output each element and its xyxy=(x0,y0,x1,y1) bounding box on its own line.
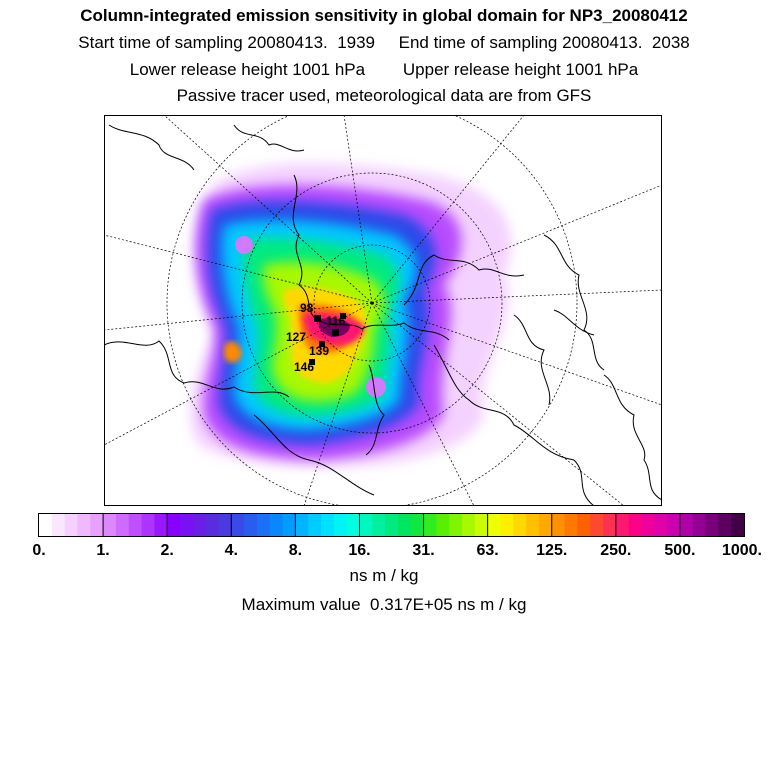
sampling-times: Start time of sampling 20080413. 1939 En… xyxy=(0,33,768,53)
colorbar-cells xyxy=(39,514,745,536)
colorbar-cell xyxy=(718,514,732,536)
colorbar-cell xyxy=(679,514,694,536)
colorbar-cell xyxy=(385,514,399,536)
plume-spot-west xyxy=(235,236,253,254)
colorbar-cell xyxy=(500,514,514,536)
tracer-note: Passive tracer used, meteorological data… xyxy=(176,86,592,105)
colorbar-cell xyxy=(205,514,220,536)
colorbar-cell xyxy=(321,514,335,536)
colorbar-tick-label: 4. xyxy=(225,542,238,559)
colorbar-labels: 0. 1. 2. 4. 8. 16. 31. 63. 125. 250. 500. 1000. xyxy=(32,542,762,559)
colorbar-cell xyxy=(359,514,373,536)
colorbar-cell xyxy=(180,514,194,536)
colorbar-cell xyxy=(641,514,655,536)
colorbar-cell xyxy=(423,514,437,536)
colorbar-cell xyxy=(526,514,540,536)
colorbar-cell xyxy=(231,514,245,536)
colorbar-tick-label: 8. xyxy=(289,542,302,559)
release-heights: Lower release height 1001 hPa Upper rele… xyxy=(0,60,768,80)
colorbar-cell xyxy=(667,514,681,536)
release-markers xyxy=(309,313,346,365)
colorbar-dividers xyxy=(102,514,681,536)
colorbar-cell xyxy=(295,514,309,536)
colorbar-cell xyxy=(128,514,143,536)
colorbar-cell xyxy=(410,514,425,536)
lower-height: Lower release height 1001 hPa xyxy=(129,60,366,79)
colorbar-cell xyxy=(577,514,591,536)
colorbar-cell xyxy=(346,514,361,536)
colorbar-cell xyxy=(692,514,707,536)
colorbar-tick-label: 63. xyxy=(477,542,499,559)
colorbar-cell xyxy=(77,514,91,536)
colorbar-tick-label: 250. xyxy=(600,542,631,559)
colorbar-cell xyxy=(64,514,79,536)
colorbar-cell xyxy=(115,514,130,536)
colorbar-cell xyxy=(256,514,271,536)
colorbar-cell xyxy=(654,514,668,536)
colorbar-cell xyxy=(487,514,502,536)
maximum-value: Maximum value 0.317E+05 ns m / kg xyxy=(241,595,527,614)
colorbar-tick-label: 500. xyxy=(664,542,695,559)
colorbar-cell xyxy=(282,514,296,536)
start-time: Start time of sampling 20080413. 1939 xyxy=(78,33,376,52)
colorbar-tick-label: 125. xyxy=(536,542,567,559)
graticule xyxy=(104,115,662,506)
colorbar-cell xyxy=(308,514,322,536)
colorbar-cell xyxy=(141,514,155,536)
colorbar-unit: ns m / kg xyxy=(349,566,419,585)
colorbar: 0. 1. 2. 4. 8. 16. 31. 63. 125. 250. 500. 1000. xyxy=(32,513,762,559)
sensitivity-map: 98 116 127 139 146 xyxy=(104,115,662,506)
colorbar-cell xyxy=(90,514,104,536)
colorbar-tick-label: 2. xyxy=(161,542,174,559)
colorbar-cell xyxy=(39,514,53,536)
colorbar-cell xyxy=(397,514,412,536)
colorbar-cell xyxy=(628,514,643,536)
colorbar-cell xyxy=(615,514,630,536)
colorbar-frame xyxy=(38,513,745,537)
colorbar-cell xyxy=(538,514,553,536)
colorbar-cell xyxy=(192,514,207,536)
colorbar-cell xyxy=(564,514,578,536)
plume-label: 139 xyxy=(309,344,329,358)
plume-spot-east xyxy=(366,377,386,397)
coastlines xyxy=(104,124,662,506)
colorbar-cell xyxy=(513,514,527,536)
upper-height: Upper release height 1001 hPa xyxy=(402,60,639,79)
colorbar-cell xyxy=(705,514,719,536)
colorbar-cell xyxy=(154,514,168,536)
colorbar-cell xyxy=(474,514,489,536)
colorbar-cell xyxy=(167,514,181,536)
colorbar-cell xyxy=(731,514,745,536)
colorbar-cell xyxy=(462,514,476,536)
colorbar-cell xyxy=(603,514,617,536)
plume-label: 98 xyxy=(300,301,314,315)
colorbar-cell xyxy=(590,514,604,536)
colorbar-cell xyxy=(269,514,284,536)
colorbar-cell xyxy=(218,514,232,536)
colorbar-tick-label: 0. xyxy=(32,542,45,559)
colorbar-tick-label: 16. xyxy=(348,542,370,559)
colorbar-cell xyxy=(51,514,66,536)
plume-label: 127 xyxy=(286,330,306,344)
colorbar-cell xyxy=(551,514,566,536)
plume-spot-orange xyxy=(224,341,242,363)
plume-core xyxy=(318,317,350,337)
colorbar-tick-label: 1. xyxy=(96,542,109,559)
colorbar-cell xyxy=(244,514,258,536)
colorbar-cell xyxy=(436,514,450,536)
map-frame xyxy=(104,115,662,506)
colorbar-cell xyxy=(333,514,348,536)
colorbar-cell xyxy=(449,514,463,536)
colorbar-cell xyxy=(372,514,386,536)
colorbar-tick-label: 1000. xyxy=(722,542,762,559)
colorbar-cell xyxy=(103,514,117,536)
colorbar-tick-label: 31. xyxy=(412,542,434,559)
chart-title: Column-integrated emission sensitivity i… xyxy=(80,6,688,25)
end-time: End time of sampling 20080413. 2038 xyxy=(398,33,690,52)
